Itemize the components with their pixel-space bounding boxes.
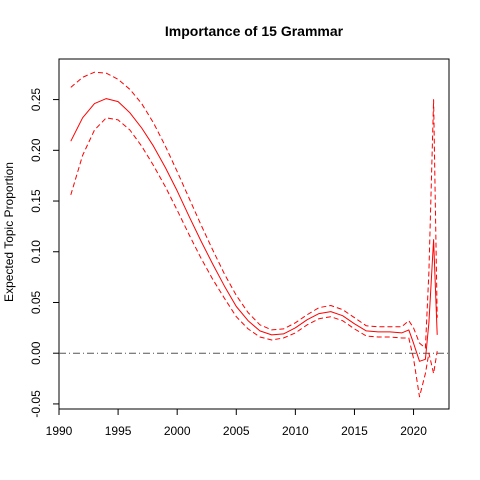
- y-tick-label: -0.05: [29, 390, 43, 418]
- estimate-line: [70, 98, 438, 362]
- lower-ci-line: [70, 117, 438, 398]
- x-axis: 1990 1995 2000 2005 2010 2015 2020: [46, 408, 427, 438]
- x-tick-label: 1990: [46, 424, 73, 438]
- chart-title: Importance of 15 Grammar: [165, 23, 344, 39]
- x-tick-label: 2005: [223, 424, 250, 438]
- y-tick-label: 0.05: [29, 290, 43, 314]
- y-tick-label: 0.15: [29, 189, 43, 213]
- x-tick-label: 1995: [105, 424, 132, 438]
- y-tick-label: 0.00: [29, 341, 43, 365]
- y-tick-label: 0.20: [29, 138, 43, 162]
- x-tick-label: 2000: [164, 424, 191, 438]
- x-tick-label: 2015: [341, 424, 368, 438]
- x-tick-label: 2010: [282, 424, 309, 438]
- y-tick-label: 0.25: [29, 88, 43, 112]
- y-axis: -0.05 0.00 0.05 0.10 0.15 0.20 0.25: [29, 88, 60, 418]
- x-tick-label: 2020: [400, 424, 427, 438]
- y-tick-label: 0.10: [29, 240, 43, 264]
- y-axis-label: Expected Topic Proportion: [2, 162, 16, 302]
- upper-ci-line: [70, 71, 438, 349]
- series-group: [70, 71, 438, 398]
